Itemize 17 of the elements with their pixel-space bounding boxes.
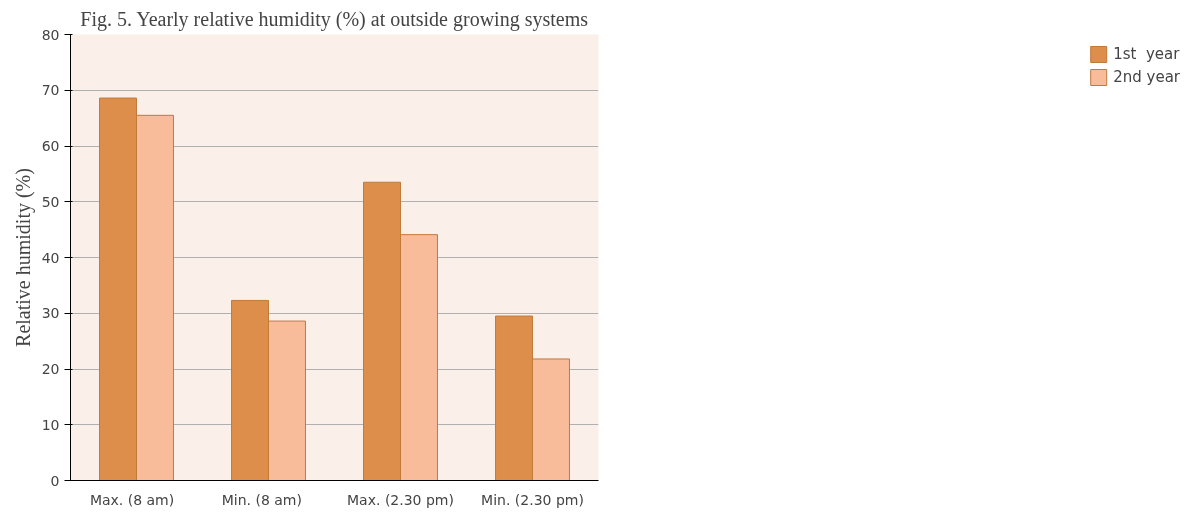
chart-title: Fig. 5. Yearly relative humidity (%) at outside growing systems [80, 7, 589, 31]
y-tick-label: 20 [41, 361, 60, 377]
legend-label: 1st year [1113, 45, 1180, 63]
x-tick-label: Min. (2.30 pm) [481, 491, 584, 508]
x-tick-label: Min. (8 am) [221, 491, 302, 508]
y-tick-label: 10 [41, 416, 60, 433]
y-tick-label: 70 [41, 82, 60, 99]
y-axis-title: Relative humidity (%) [11, 168, 35, 347]
y-tick-label: 80 [41, 26, 60, 43]
y-tick-label: 30 [41, 305, 60, 322]
y-tick-label: 40 [41, 249, 60, 266]
y-tick-label: 0 [50, 472, 60, 489]
y-tick-label: 50 [41, 193, 60, 210]
y-tick-label: 60 [41, 138, 60, 154]
x-tick-label: Max. (8 am) [89, 491, 175, 508]
legend-label: 2nd year [1113, 68, 1180, 86]
x-tick-label: Max. (2.30 pm) [347, 491, 454, 508]
